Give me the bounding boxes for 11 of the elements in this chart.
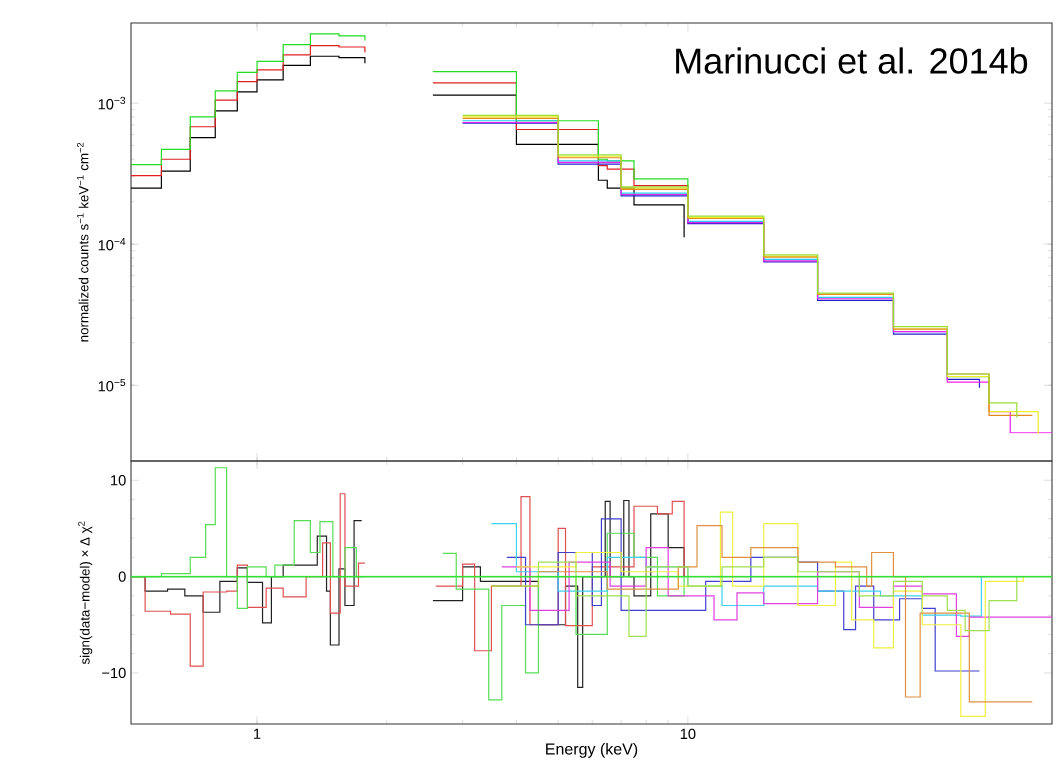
y-axis-title: sign(data−model) × Δ χ$^{2}$ [78, 521, 93, 665]
y-axis-title: normalized counts s$^{−1}$ keV$^{−1}$ cm$^{−2}$ [76, 142, 89, 342]
y-tick-label: −10 [102, 667, 126, 679]
annotation: Marinucci et al. 2014b [676, 47, 1028, 74]
y-tick-label: 10$^{−4}$ [98, 237, 126, 251]
x-axis-title: Energy (keV) [546, 742, 638, 758]
y-tick-label: 10$^{−5}$ [98, 378, 126, 392]
y-tick-label: 10 [111, 475, 126, 486]
y-tick-label: 0 [118, 571, 126, 582]
x-tick-label: 1 [254, 728, 261, 739]
y-tick-label: 10$^{−3}$ [98, 96, 126, 110]
